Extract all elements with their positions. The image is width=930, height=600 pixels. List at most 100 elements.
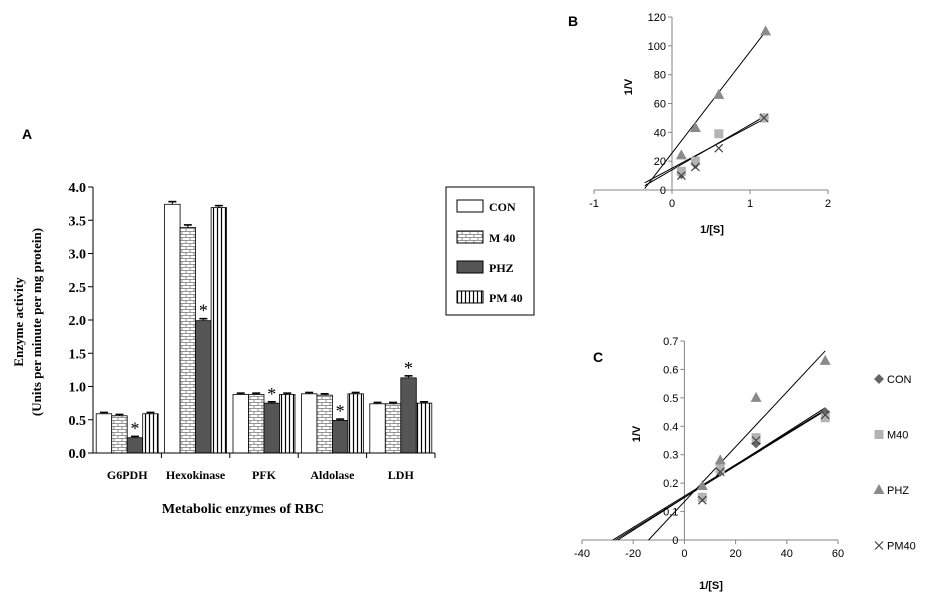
panel-a-y-ticks: 0.0 0.5 1.0 1.5 2.0 2.5 3.0 3.5 4.0 [69,181,93,462]
trendline-3 [644,31,766,189]
panel-a-y-axis-title-line1: Enzyme activity [11,277,26,367]
y-tick-label: 2.0 [69,314,87,329]
bar-pfk-phz [263,402,280,454]
legend-marker-con [874,374,884,384]
y-tick-label: 80 [654,70,666,82]
point-phz [689,122,701,133]
bar-ldh-m-40 [384,403,402,454]
panel-b-points [675,25,772,181]
panel-b-letter: B [568,13,578,29]
legend-swatch-pm40 [456,290,484,304]
y-tick-label: 2.5 [69,281,87,296]
point-m40 [690,156,700,166]
bar-hexokinase-con [164,203,181,454]
y-tick-label: 20 [654,156,666,168]
point-phz [675,149,687,160]
legend-swatch-phz [456,260,484,274]
bar-g6pdh-phz [126,437,144,454]
x-tick-label: 40 [781,548,793,560]
point-m40 [820,413,830,423]
point-phz [760,25,772,36]
panel-a-category-labels: G6PDH Hexokinase PFK Aldolase LDH [107,468,415,482]
y-tick-label: 0 [660,185,666,197]
x-tick-label: -40 [574,548,590,560]
bar-g6pdh-con [95,413,113,454]
y-tick-label: 60 [654,99,666,111]
x-tick-label: 20 [729,548,741,560]
panel-b: B 0 20 40 60 80 100 120 -1 0 1 2 1/[S] 1/V [568,12,831,236]
y-tick-label: 0.5 [663,393,678,405]
bar-aldolase-con [300,393,318,454]
y-tick-label: 40 [654,127,666,139]
bar-hexokinase-phz [195,320,212,454]
point-phz [750,391,762,402]
x-tick-label: 0 [681,548,687,560]
y-tick-label: 1.5 [69,347,87,362]
legend-label-m40: M40 [887,430,908,442]
bar-pfk-pm-40 [279,394,296,454]
x-tick-label: -20 [625,548,641,560]
y-tick-label: 1.0 [69,381,87,396]
panel-b-x-axis-title: 1/[S] [700,224,724,236]
x-tick-label: 0 [669,198,675,210]
y-tick-label: 120 [648,12,666,24]
significance-marker-hexokinase: * [199,301,208,321]
bar-g6pdh-pm-40 [142,413,159,454]
bar-pfk-m-40 [248,394,265,454]
panel-c: C 0 0.1 0.2 0.3 0.4 0.5 0.6 0.7 -40 -20 0 20 40 60 1/… [574,336,916,592]
category-label-ldh: LDH [388,468,415,482]
panel-c-trendlines [612,350,826,541]
point-m40 [751,433,761,443]
bar-aldolase-phz [331,420,349,454]
y-tick-label: 0.5 [69,414,87,429]
point-pm40 [697,495,707,505]
y-tick-label: 0.7 [663,336,678,348]
bar-ldh-pm-40 [415,402,433,454]
panel-b-y-axis-title: 1/V [623,78,635,95]
point-pm40 [820,410,830,420]
point-m40 [715,464,725,474]
trendline-4 [648,350,826,541]
panel-a-letter: A [22,126,32,142]
bar-g6pdh-m-40 [111,415,128,454]
panel-c-axes: 0 0.1 0.2 0.3 0.4 0.5 0.6 0.7 -40 -20 0 20 40 60 [574,336,844,560]
x-tick-label: -1 [589,198,599,210]
x-tick-label: 1 [747,198,753,210]
y-tick-label: 0.3 [663,450,678,462]
point-phz [819,354,831,365]
y-tick-label: 0.6 [663,364,678,376]
panel-c-points [696,354,831,505]
legend-label-m40: M 40 [489,231,515,245]
x-tick-label: 2 [825,198,831,210]
significance-marker-g6pdh: * [130,418,139,438]
y-tick-label: 0 [672,535,678,547]
point-pm40 [714,143,724,153]
point-pm40 [751,436,761,445]
bar-pfk-con [232,394,249,454]
bar-hexokinase-pm-40 [210,207,228,454]
panel-a: A 0.0 0.5 1.0 1.5 2.0 2.5 3.0 3.5 4.0 * * * * * G6PD… [11,126,535,517]
panel-c-y-axis-title: 1/V [631,425,643,442]
y-tick-label: 0.0 [69,447,87,462]
bar-hexokinase-m-40 [179,227,197,454]
legend-label-con: CON [887,374,912,386]
bar-ldh-phz [400,377,417,454]
point-pm40 [676,171,686,181]
legend-label-con: CON [489,200,516,214]
point-pm40 [690,162,700,172]
point-m40 [714,129,724,139]
point-phz [696,479,708,490]
point-pm40 [715,467,725,477]
category-label-pfk: PFK [252,468,277,482]
y-tick-label: 0.4 [663,421,678,433]
legend-swatch-m40 [456,230,484,244]
significance-marker-ldh: * [404,358,413,378]
panel-c-letter: C [593,349,603,365]
legend-label-phz: PHZ [489,261,514,275]
panel-a-bars: * * * * * [95,200,433,454]
legend-marker-phz [873,484,885,494]
bar-aldolase-m-40 [316,394,333,454]
significance-marker-aldolase: * [336,401,345,421]
legend-swatch-con [456,199,484,213]
